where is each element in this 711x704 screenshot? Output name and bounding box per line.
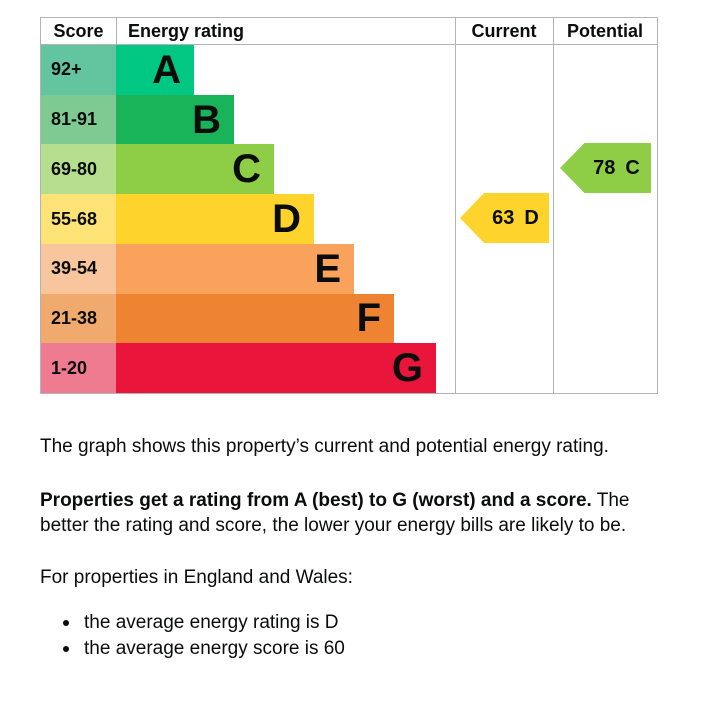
column-header-energy-rating: Energy rating: [128, 20, 245, 41]
band-bar-g: G: [116, 343, 436, 394]
current-column-divider: [455, 18, 456, 393]
band-bar-e: E: [116, 243, 354, 294]
column-header-current: Current: [471, 20, 537, 41]
band-score-range: 92+: [41, 45, 116, 95]
band-score-range: 69-80: [41, 144, 116, 195]
average-score-item: the average energy score is 60: [63, 636, 676, 662]
potential-rating-score: 78: [593, 156, 616, 179]
potential-rating-arrow: 78 C: [560, 143, 651, 193]
band-score-range: 81-91: [41, 94, 116, 145]
band-bar-d: D: [116, 194, 314, 244]
averages-list: the average energy rating is D the avera…: [40, 610, 676, 662]
band-score-range: 1-20: [41, 343, 116, 394]
band-row-a: 92+ A: [41, 45, 455, 95]
band-bar-c: C: [116, 144, 274, 195]
band-score-range: 21-38: [41, 293, 116, 344]
band-row-g: 1-20 G: [41, 343, 455, 394]
intro-text: The graph shows this property’s current …: [40, 436, 609, 457]
rating-explanation-bold: Properties get a rating from A (best) to…: [40, 490, 592, 511]
band-score-range: 55-68: [41, 194, 116, 244]
current-rating-score: 63: [492, 206, 515, 229]
epc-rating-table: Score Energy rating Current Potential 92…: [40, 17, 658, 394]
table-header-row: Score Energy rating Current Potential: [41, 18, 657, 44]
average-rating-item: the average energy rating is D: [63, 610, 676, 636]
column-header-score: Score: [53, 20, 104, 41]
band-row-b: 81-91 B: [41, 94, 455, 145]
column-header-potential: Potential: [566, 20, 643, 41]
potential-rating-letter: C: [625, 156, 640, 179]
rating-explanation: Properties get a rating from A (best) to…: [40, 488, 676, 538]
band-row-c: 69-80 C: [41, 144, 455, 195]
regions-heading: For properties in England and Wales:: [40, 567, 353, 588]
band-bar-a: A: [116, 45, 194, 95]
band-score-range: 39-54: [41, 243, 116, 294]
band-row-f: 21-38 F: [41, 293, 455, 344]
band-bar-f: F: [116, 293, 394, 344]
header-divider-line: [41, 44, 657, 45]
band-row-e: 39-54 E: [41, 243, 455, 294]
rating-explanation-rest: The better the rating and score, the low…: [40, 490, 630, 536]
chart-description: The graph shows this property’s current …: [40, 434, 676, 662]
band-row-d: 55-68 D: [41, 194, 455, 244]
current-rating-arrow: 63 D: [460, 193, 549, 243]
current-rating-letter: D: [524, 206, 539, 229]
rating-bands: 92+ A 81-91 B 69-80 C 55-68 D 39-54 E 21…: [41, 45, 455, 394]
potential-column-divider: [553, 18, 554, 393]
band-bar-b: B: [116, 94, 234, 145]
score-column-divider: [116, 18, 117, 44]
